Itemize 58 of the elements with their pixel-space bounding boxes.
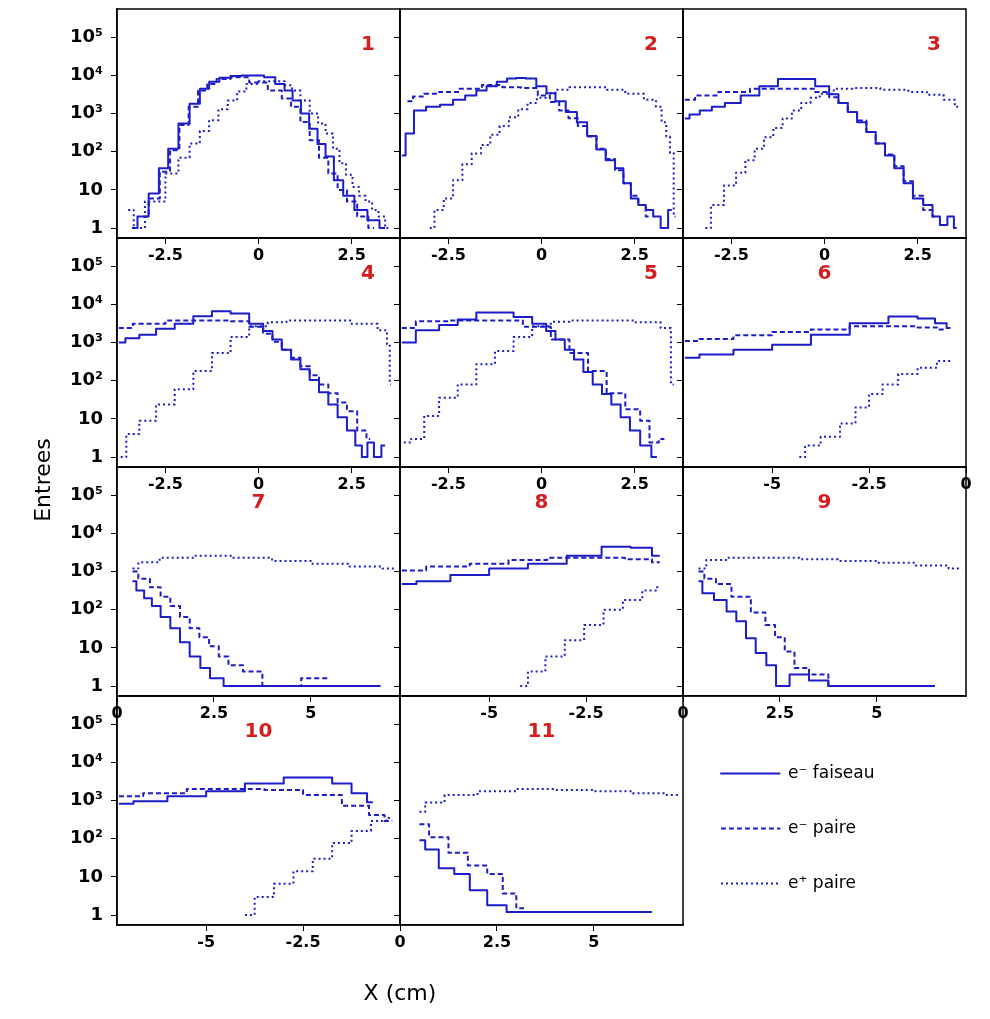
x-tick-label: 5	[871, 702, 883, 722]
x-tick-label: 0	[394, 931, 406, 951]
y-tick-label: 10³	[70, 101, 103, 123]
y-tick-label: 10	[77, 177, 103, 199]
x-tick-label: 5	[588, 931, 600, 951]
y-tick-label: 1	[90, 215, 103, 237]
x-tick-label: -2.5	[851, 473, 887, 493]
text: 3	[927, 31, 941, 56]
y-tick-label: 10⁴	[70, 292, 104, 314]
x-tick-label: 2.5	[903, 244, 932, 264]
y-tick-label: 10³	[70, 330, 103, 352]
y-tick-label: 10⁴	[70, 750, 104, 772]
y-tick-label: 10	[77, 406, 103, 428]
y-tick-label: 10⁵	[70, 253, 103, 275]
x-tick-label: -2.5	[147, 473, 183, 493]
text: 10	[244, 718, 273, 743]
x-tick-label: -2.5	[713, 244, 749, 264]
y-tick-label: 10²	[70, 368, 103, 390]
legend-label: e⁻ faiseau	[788, 761, 875, 782]
x-tick-label: -2.5	[430, 244, 466, 264]
x-tick-label: -2.5	[285, 931, 321, 951]
y-tick-label: 10	[77, 864, 103, 886]
y-tick-label: 10	[77, 635, 103, 657]
y-tick-label: 10⁴	[70, 521, 104, 543]
x-tick-label: 0	[252, 244, 265, 264]
text: 1	[361, 31, 375, 56]
x-tick-label: -2.5	[568, 702, 604, 722]
text: 11	[527, 718, 556, 743]
y-tick-label: 10²	[70, 597, 103, 619]
y-tick-label: 10³	[70, 788, 103, 810]
x-tick-label: 2.5	[482, 931, 512, 951]
y-tick-label: 10²	[70, 826, 103, 848]
y-tick-label: 10²	[70, 139, 103, 161]
x-tick-label: -2.5	[430, 473, 466, 493]
y-tick-label: 1	[90, 673, 103, 695]
y-axis-title: Entrees	[29, 438, 55, 522]
y-tick-label: 10⁴	[70, 63, 104, 85]
x-tick-label: 2.5	[337, 473, 366, 493]
text: 2	[644, 31, 658, 56]
x-tick-label: -5	[197, 931, 216, 951]
legend-label: e⁻ paire	[788, 816, 856, 837]
x-tick-label: -2.5	[147, 244, 183, 264]
y-tick-label: 1	[90, 444, 103, 466]
y-tick-label: 1	[90, 902, 103, 924]
y-tick-label: 10⁵	[70, 482, 103, 504]
y-tick-label: 10⁵	[70, 711, 103, 733]
x-tick-label: 2.5	[620, 473, 649, 493]
legend-label: e⁺ paire	[788, 871, 856, 892]
x-tick-label: 2.5	[765, 702, 795, 722]
x-tick-label: 5	[305, 702, 317, 722]
x-tick-label: -5	[763, 473, 782, 493]
x-tick-label: 2.5	[199, 702, 229, 722]
y-tick-label: 10⁵	[70, 24, 103, 46]
x-tick-label: -5	[480, 702, 499, 722]
x-tick-label: 0	[535, 244, 548, 264]
text: 9	[817, 489, 832, 514]
y-tick-label: 10³	[70, 559, 103, 581]
x-axis-title: X (cm)	[363, 980, 437, 1005]
